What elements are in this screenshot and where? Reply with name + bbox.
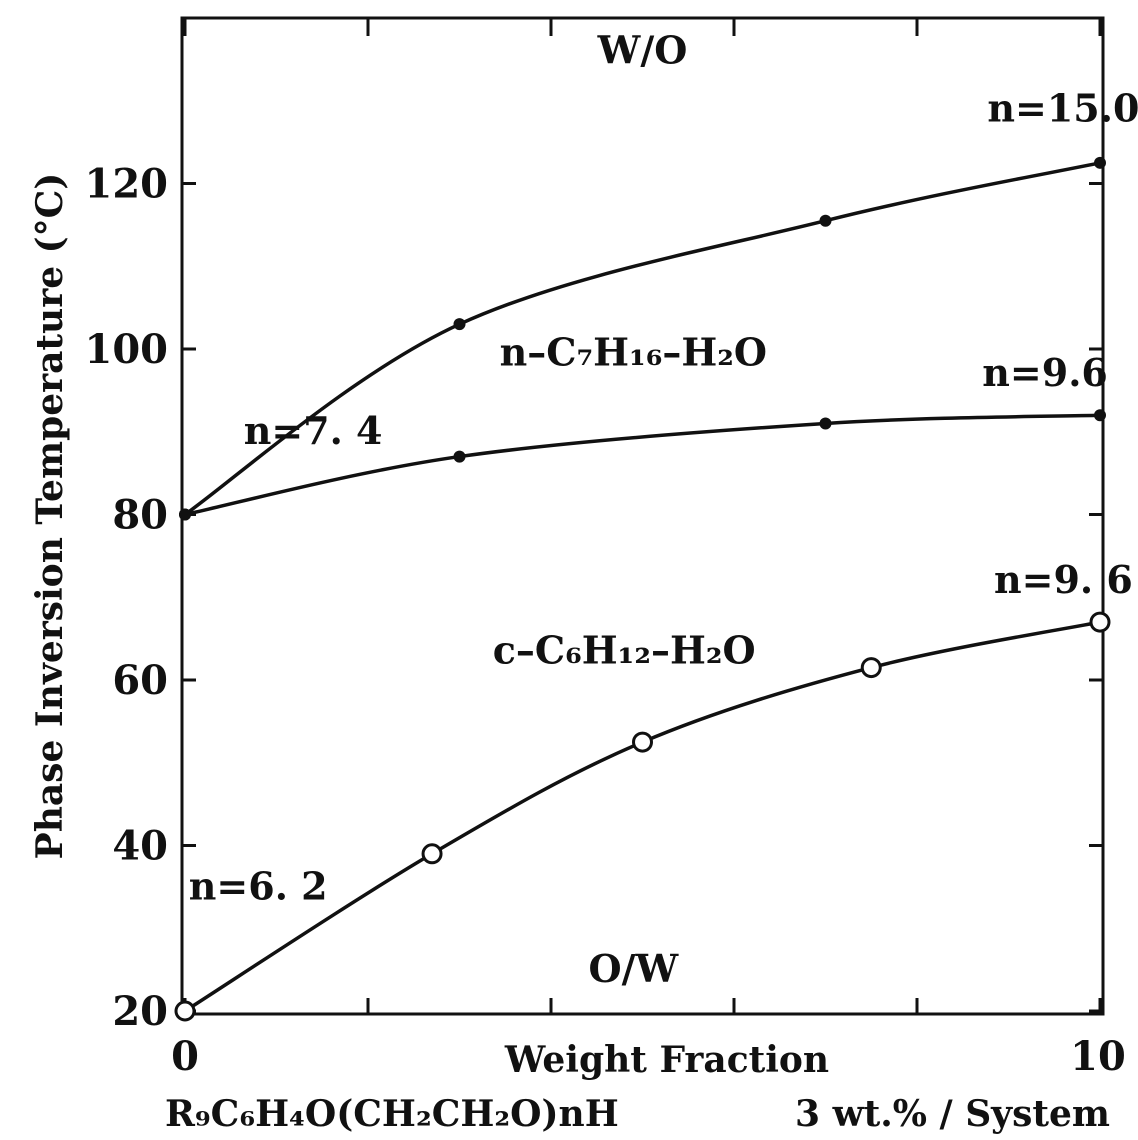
data-point-filled — [1094, 156, 1106, 169]
y-tick-label: 20 — [112, 988, 168, 1035]
chart-annotation: n=15.0 — [987, 85, 1138, 130]
x-axis-sublabel-right: 3 wt.% / System — [795, 1093, 1110, 1135]
chart-annotation: n=9.6 — [982, 350, 1108, 395]
x-tick-label: 10 — [1070, 1033, 1126, 1080]
chart-annotation: n=7. 4 — [244, 408, 383, 453]
series-layer — [174, 156, 1111, 1022]
x-axis-ticks: 0 10 — [171, 18, 1126, 1080]
x-tick-label: 0 — [171, 1033, 199, 1080]
data-point-open — [174, 1000, 196, 1022]
chart-annotation: W/O — [597, 28, 688, 73]
data-point-filled — [453, 450, 466, 463]
y-tick-label: 80 — [112, 492, 168, 539]
annotations-layer: W/O n=15.0 n–C₇H₁₆–H₂O n=9.6 n=7. 4 n=9. 6 c–C… — [189, 28, 1138, 992]
y-axis-title: Phase Inversion Temperature (°C) — [29, 173, 71, 860]
series-line-2 — [184, 413, 1101, 517]
chart-annotation: n=9. 6 — [994, 557, 1133, 602]
data-point-open — [632, 731, 653, 753]
data-point-open — [1089, 611, 1111, 633]
data-point-filled — [1094, 409, 1106, 422]
y-tick-label: 120 — [85, 161, 169, 208]
data-point-filled — [453, 318, 466, 331]
chart-annotation: n–C₇H₁₆–H₂O — [500, 330, 767, 375]
x-axis-sublabel-left: R₉C₆H₄O(CH₂CH₂O)nH — [165, 1093, 619, 1135]
y-tick-label: 40 — [112, 823, 168, 870]
data-point-filled — [819, 417, 832, 430]
chart-annotation: c–C₆H₁₂–H₂O — [493, 627, 756, 672]
y-tick-label: 60 — [112, 657, 168, 704]
chart-annotation: O/W — [589, 946, 680, 991]
y-axis-ticks: 20 40 60 80 100 120 — [85, 161, 1103, 1035]
data-point-filled — [819, 214, 832, 227]
x-axis-title: Weight Fraction — [504, 1039, 829, 1081]
data-point-open — [421, 843, 443, 865]
series-line-1 — [184, 161, 1101, 516]
y-tick-label: 100 — [85, 326, 169, 373]
chart-annotation: n=6. 2 — [189, 863, 328, 908]
data-point-open — [860, 657, 882, 679]
data-point-filled — [179, 508, 191, 521]
